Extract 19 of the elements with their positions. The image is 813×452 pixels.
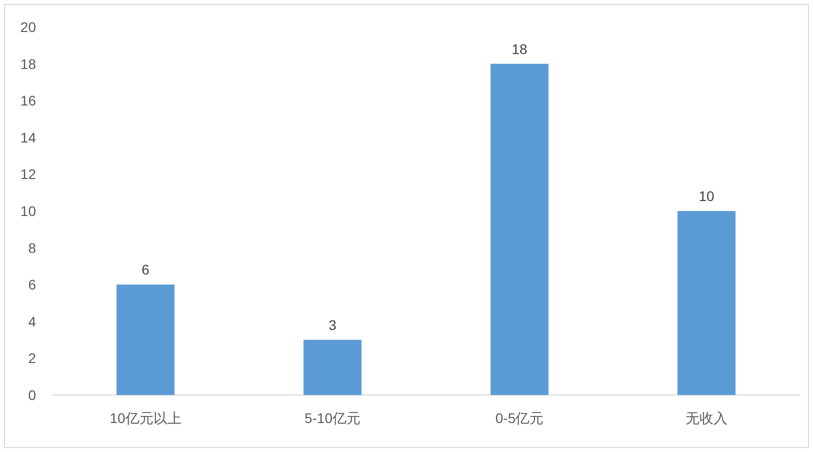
data-label: 3 [328, 316, 336, 333]
y-tick-label: 4 [28, 313, 36, 330]
x-tick-label: 5-10亿元 [304, 410, 361, 426]
y-tick-label: 20 [20, 19, 36, 35]
y-tick-label: 2 [28, 350, 36, 366]
x-tick-label: 0-5亿元 [495, 410, 544, 426]
y-tick-label: 14 [20, 129, 36, 146]
data-label: 10 [698, 188, 714, 204]
y-tick-label: 0 [28, 387, 36, 403]
y-tick-label: 12 [20, 166, 36, 182]
data-label: 18 [512, 40, 528, 57]
y-tick-label: 18 [20, 56, 36, 72]
data-label: 6 [142, 262, 150, 278]
y-tick-label: 10 [20, 203, 36, 219]
x-tick-label: 无收入 [686, 410, 728, 426]
y-tick-label: 8 [28, 240, 36, 256]
y-tick-label: 6 [28, 276, 36, 293]
y-tick-label: 16 [20, 92, 36, 109]
x-tick-label: 10亿元以上 [110, 410, 182, 426]
